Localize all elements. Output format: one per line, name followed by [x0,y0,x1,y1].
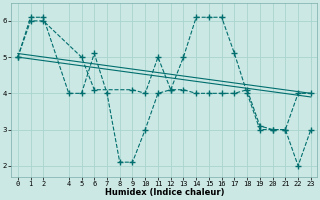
X-axis label: Humidex (Indice chaleur): Humidex (Indice chaleur) [105,188,224,197]
